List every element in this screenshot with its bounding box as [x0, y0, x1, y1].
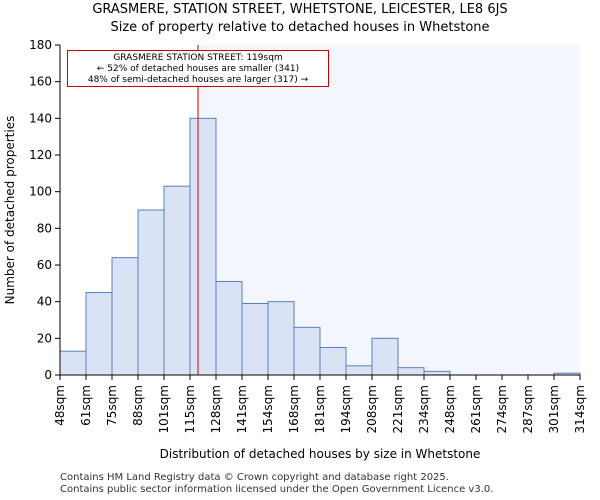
- y-tick-label: 180: [29, 38, 52, 52]
- x-tick-label: 48sqm: [53, 385, 67, 426]
- y-tick-label: 80: [37, 221, 52, 235]
- histogram-bar: [241, 303, 269, 376]
- histogram-bar: [319, 347, 347, 376]
- histogram-bar: [215, 281, 243, 376]
- histogram-bar: [267, 301, 295, 376]
- y-tick-label: 100: [29, 185, 52, 199]
- histogram-bar: [111, 257, 139, 376]
- x-tick-label: 301sqm: [547, 385, 561, 433]
- annotation-larger-share: 48% of semi-detached houses are larger (…: [87, 75, 309, 85]
- x-tick-label: 181sqm: [313, 385, 327, 433]
- histogram-bar: [423, 370, 451, 376]
- x-tick-label: 287sqm: [521, 385, 535, 433]
- y-tick-label: 140: [29, 111, 52, 125]
- y-axis-title: Number of detached properties: [3, 116, 17, 305]
- footer-ogl: Contains public sector information licen…: [60, 484, 494, 495]
- y-tick-label: 0: [44, 368, 52, 382]
- x-tick-label: 234sqm: [417, 385, 431, 433]
- x-tick-label: 128sqm: [209, 385, 223, 433]
- histogram-bar: [137, 209, 165, 376]
- x-tick-label: 61sqm: [79, 385, 93, 426]
- histogram-bar: [345, 365, 373, 376]
- histogram-bar: [59, 350, 87, 376]
- histogram-bar: [189, 117, 217, 376]
- chart-title: Size of property relative to detached ho…: [110, 20, 490, 35]
- x-tick-label: 88sqm: [131, 385, 145, 426]
- x-tick-label: 141sqm: [235, 385, 249, 433]
- histogram-bar: [163, 185, 191, 376]
- x-tick-label: 208sqm: [365, 385, 379, 433]
- property-annotation-box: GRASMERE STATION STREET: 119sqm ← 52% of…: [67, 50, 329, 87]
- y-tick-label: 60: [37, 258, 52, 272]
- x-tick-label: 101sqm: [157, 385, 171, 433]
- x-tick-label: 115sqm: [183, 385, 197, 433]
- x-tick-label: 274sqm: [495, 385, 509, 433]
- x-tick-label: 261sqm: [469, 385, 483, 433]
- chart-title-address: GRASMERE, STATION STREET, WHETSTONE, LEI…: [92, 2, 508, 17]
- x-tick-label: 154sqm: [261, 385, 275, 433]
- histogram-bar: [293, 326, 321, 376]
- annotation-smaller-share: ← 52% of detached houses are smaller (34…: [96, 64, 300, 74]
- histogram-bar: [371, 337, 399, 376]
- histogram-bar: [397, 367, 425, 376]
- y-tick-label: 40: [37, 295, 52, 309]
- x-tick-label: 168sqm: [287, 385, 301, 433]
- x-tick-label: 248sqm: [443, 385, 457, 433]
- histogram-bar: [85, 292, 113, 376]
- y-tick-label: 20: [37, 331, 52, 345]
- annotation-property-label: GRASMERE STATION STREET: 119sqm: [113, 53, 283, 63]
- footer-land-registry: Contains HM Land Registry data © Crown c…: [60, 472, 449, 483]
- x-tick-label: 194sqm: [339, 385, 353, 433]
- y-tick-label: 120: [29, 148, 52, 162]
- y-tick-label: 160: [29, 75, 52, 89]
- x-tick-label: 75sqm: [105, 385, 119, 426]
- x-tick-label: 221sqm: [391, 385, 405, 433]
- x-axis-title: Distribution of detached houses by size …: [160, 447, 481, 461]
- x-tick-label: 314sqm: [573, 385, 587, 433]
